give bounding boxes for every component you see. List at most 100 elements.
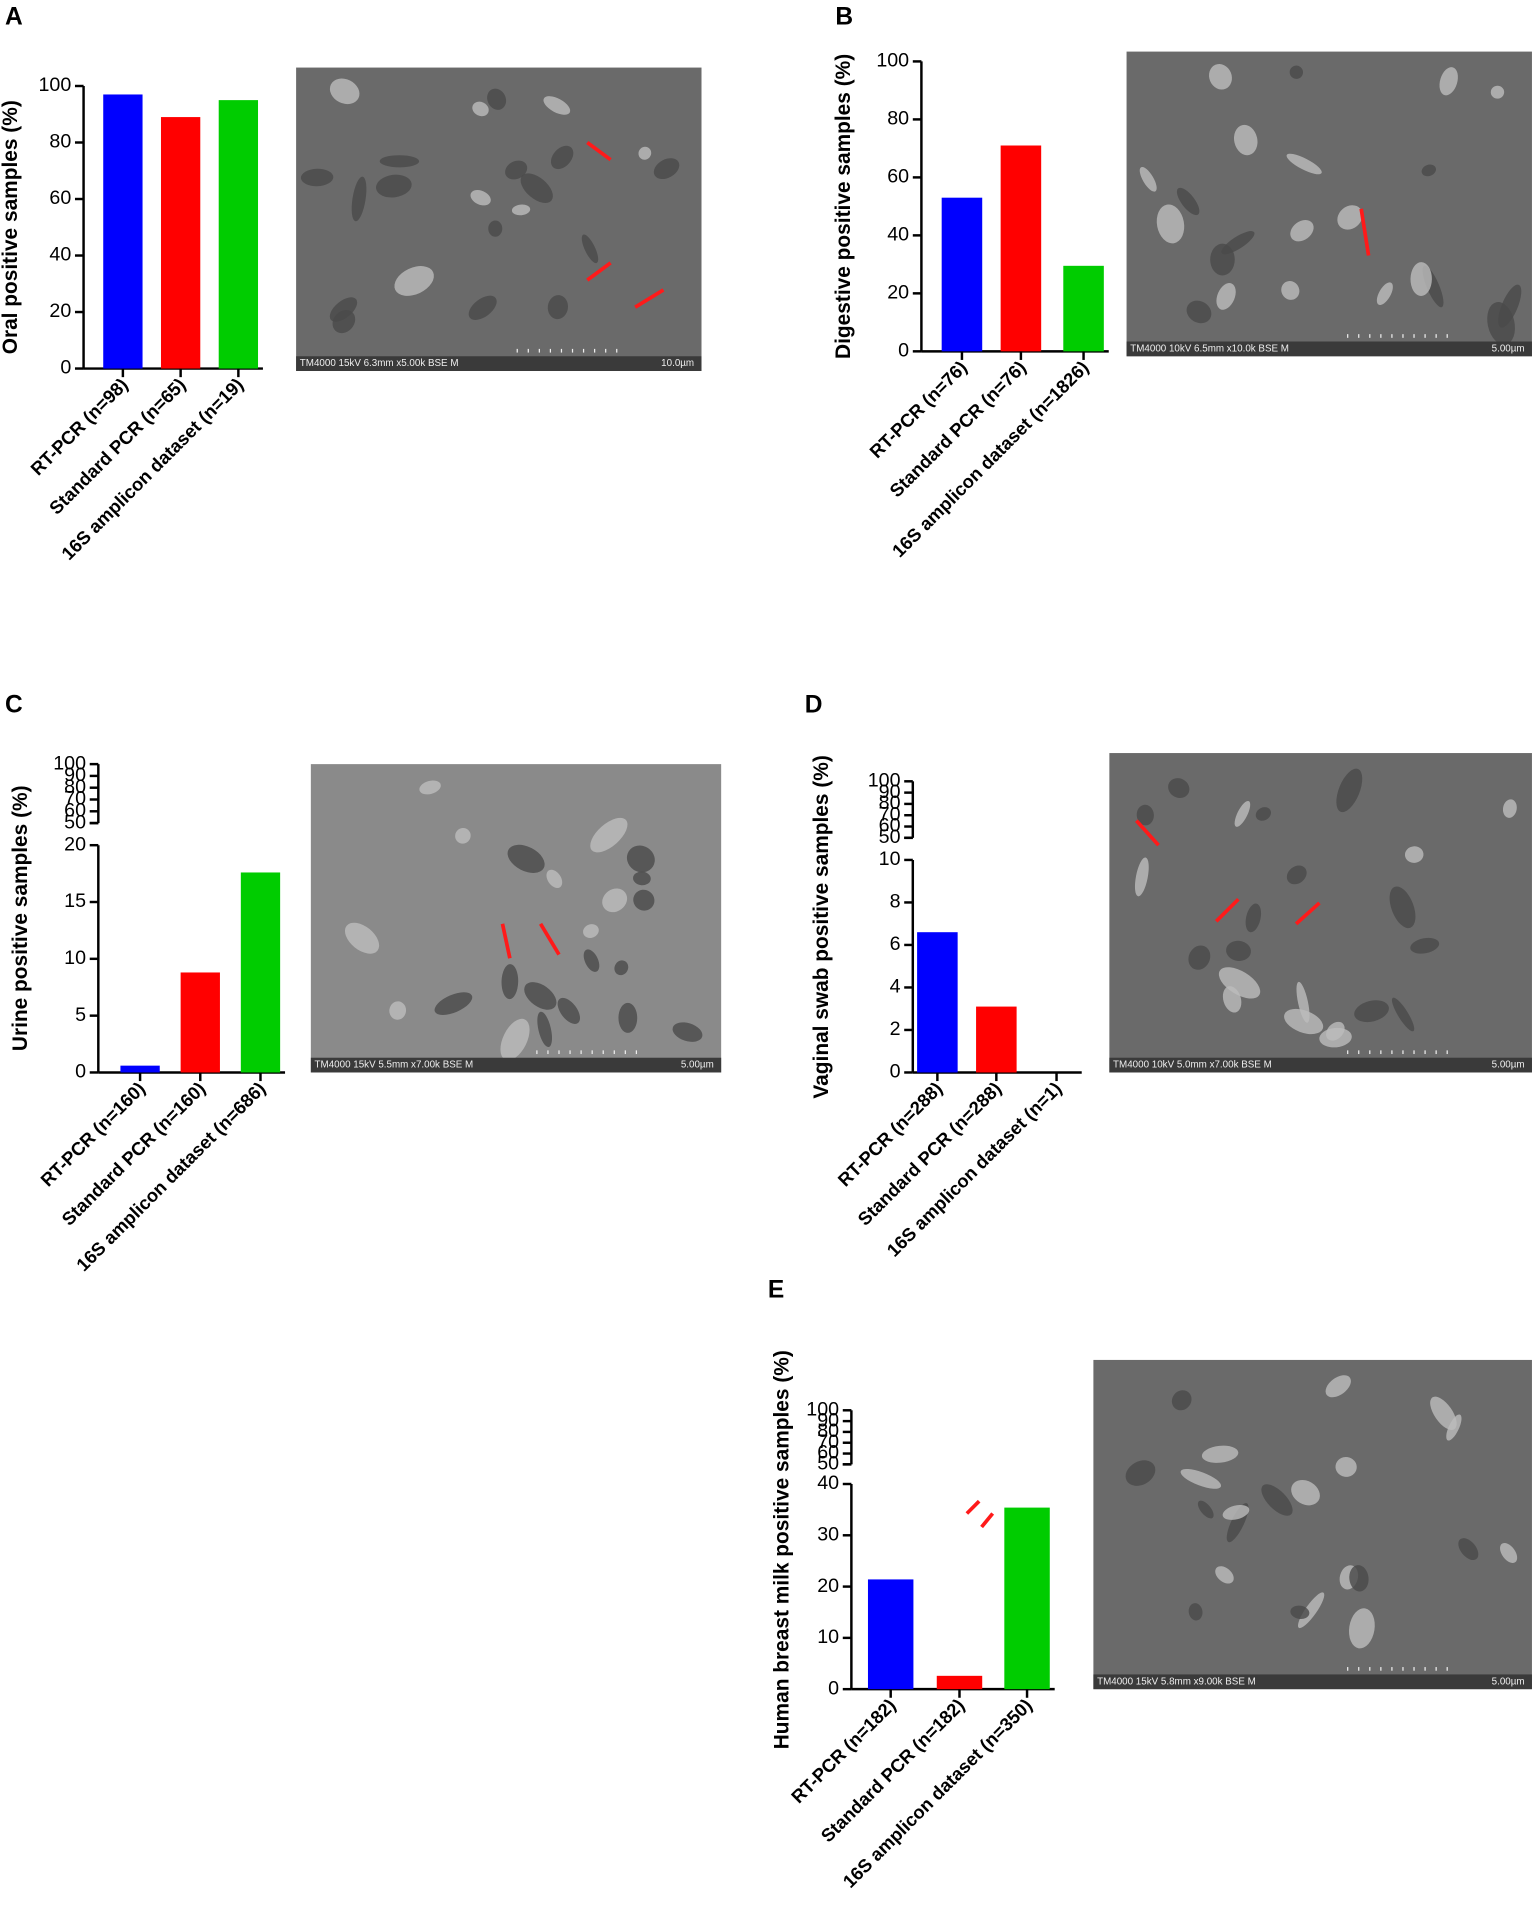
bar <box>180 972 220 1073</box>
micrograph-feature <box>1348 1608 1375 1649</box>
y-tick-label: 80 <box>887 108 909 130</box>
micrograph-feature <box>1222 1504 1250 1520</box>
y-tick-label: 90 <box>64 764 86 786</box>
micrograph-feature <box>537 1011 553 1048</box>
y-tick-label: 15 <box>64 890 86 912</box>
micrograph-feature <box>1389 886 1416 929</box>
micrograph-scale: 5.00µm <box>681 1060 714 1071</box>
micrograph-feature <box>581 234 599 264</box>
micrograph-caption-bar <box>1093 1674 1532 1690</box>
arrow <box>980 1512 995 1529</box>
micrograph-feature <box>590 817 628 853</box>
y-tick-label: 80 <box>817 1420 839 1442</box>
y-tick-label: 10 <box>817 1626 839 1648</box>
micrograph-feature <box>633 871 651 886</box>
micrograph-feature <box>1134 857 1149 897</box>
micrograph-feature <box>557 997 580 1024</box>
y-tick-label: 100 <box>53 752 86 774</box>
micrograph-feature <box>455 828 471 844</box>
bar <box>941 197 983 352</box>
micrograph-feature <box>1156 204 1185 244</box>
micrograph-feature <box>419 780 441 795</box>
micrograph-feature <box>1281 281 1300 300</box>
y-tick-label: 60 <box>49 187 71 209</box>
micrograph-feature <box>1410 262 1432 296</box>
micrograph-feature <box>1201 1445 1239 1463</box>
micrograph-feature <box>1233 124 1258 156</box>
y-tick-label: 8 <box>890 891 901 913</box>
micrograph-feature <box>1245 903 1262 933</box>
y-tick-label: 6 <box>890 933 901 955</box>
y-tick-label: 50 <box>64 811 86 833</box>
y-tick-label: 30 <box>817 1523 839 1545</box>
y-tick-label: 70 <box>817 1431 839 1453</box>
micrograph-feature <box>1439 67 1458 96</box>
bar <box>1063 265 1104 352</box>
micrograph-feature <box>583 924 599 938</box>
arrow <box>1294 901 1321 926</box>
bar <box>936 1675 983 1690</box>
micrograph-feature <box>332 309 356 334</box>
y-tick-label: 60 <box>817 1442 839 1464</box>
micrograph-feature <box>638 146 652 160</box>
bar <box>103 94 143 369</box>
y-tick-label: 40 <box>817 1472 839 1494</box>
bar <box>917 932 958 1073</box>
bar <box>1000 145 1042 352</box>
micrograph-feature <box>511 204 531 216</box>
y-tick-label: 0 <box>890 1061 901 1083</box>
micrograph-feature <box>1290 219 1314 242</box>
arrow <box>1135 819 1160 847</box>
y-tick-label: 80 <box>49 131 71 153</box>
micrograph-feature <box>1337 205 1363 230</box>
micrograph-scale: 10.0µm <box>661 358 694 369</box>
y-tick-label: 100 <box>868 770 901 792</box>
micrograph-feature <box>1226 940 1251 961</box>
micrograph-feature <box>602 888 628 913</box>
micrograph: TM4000 15kV 5.5mm x7.00k BSE M 5.00µm <box>310 764 722 1073</box>
y-tick-label: 5 <box>75 1004 86 1026</box>
y-tick-label: 80 <box>64 776 86 798</box>
micrograph-feature <box>1136 804 1154 826</box>
micrograph-caption-bar <box>1109 1057 1532 1073</box>
bar <box>1004 1507 1050 1690</box>
micrograph-feature <box>1430 1396 1457 1430</box>
bar <box>160 117 201 369</box>
y-axis-title: Human breast milk positive samples (%) <box>771 1350 794 1749</box>
micrograph-feature <box>1335 1456 1357 1477</box>
micrograph-feature <box>487 88 507 110</box>
micrograph-feature <box>1391 997 1415 1032</box>
micrograph-caption: TM4000 10kV 6.5mm x10.0k BSE M <box>1130 343 1289 354</box>
y-tick-label: 90 <box>817 1409 839 1431</box>
bar <box>120 1065 160 1073</box>
y-tick-label: 4 <box>890 976 901 998</box>
micrograph-feature <box>1446 1414 1462 1441</box>
micrograph-feature <box>626 845 655 873</box>
micrograph-feature <box>1421 164 1436 177</box>
micrograph-caption-bar <box>310 1057 722 1073</box>
y-tick-label: 50 <box>817 1453 839 1475</box>
micrograph-feature <box>583 949 600 972</box>
micrograph-feature <box>1336 768 1363 813</box>
micrograph-feature <box>550 145 574 170</box>
micrograph-feature <box>543 96 571 115</box>
micrograph-feature <box>1255 807 1271 821</box>
y-axis-title: Digestive positive samples (%) <box>832 54 855 359</box>
micrograph-feature <box>1286 153 1322 175</box>
x-tick-label: RT-PCR (n=76) <box>865 357 971 463</box>
y-tick-label: 0 <box>60 357 71 379</box>
micrograph-caption-bar <box>296 356 702 372</box>
micrograph-feature <box>1215 1566 1234 1584</box>
y-tick-label: 20 <box>49 300 71 322</box>
micrograph-feature <box>1125 1460 1156 1486</box>
micrograph: TM4000 10kV 6.5mm x10.0k BSE M 5.00µm <box>1126 51 1532 357</box>
micrograph-scale: 5.00µm <box>1492 1676 1525 1687</box>
micrograph-feature <box>1502 799 1517 818</box>
arrow <box>586 141 612 162</box>
micrograph-feature <box>633 889 655 911</box>
micrograph-feature <box>507 844 545 873</box>
micrograph-feature <box>1291 1479 1320 1506</box>
arrow <box>1359 208 1371 256</box>
micrograph-feature <box>1290 1605 1310 1619</box>
y-tick-label: 100 <box>876 50 909 72</box>
